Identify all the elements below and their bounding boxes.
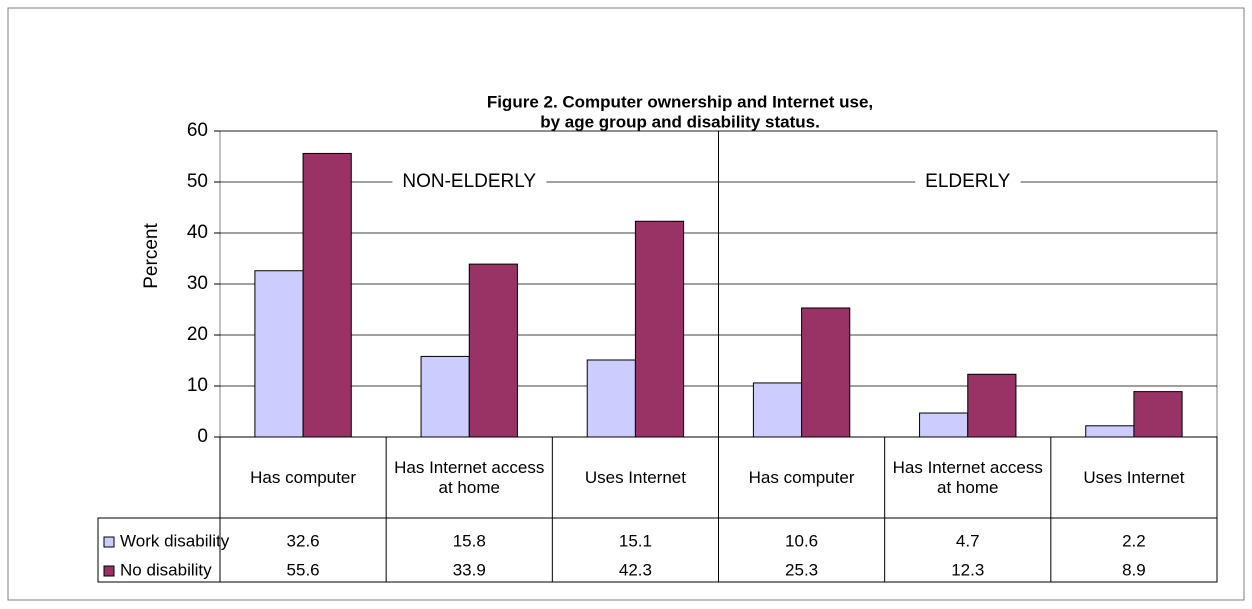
y-tick-label: 50 — [187, 171, 208, 192]
table-value: 15.1 — [619, 531, 652, 550]
table-value: 15.8 — [453, 531, 486, 550]
bar — [468, 263, 518, 438]
group-label: ELDERLY — [925, 171, 1011, 192]
x-tick-label: Uses Internet — [584, 467, 686, 487]
table-value: 12.3 — [951, 560, 984, 579]
y-tick-label: 30 — [187, 273, 208, 294]
bar — [420, 355, 470, 438]
category-cell: Has computer — [748, 467, 855, 487]
category-cell: Uses Internet — [584, 467, 686, 487]
table-value: 2.2 — [1122, 531, 1146, 550]
legend-label: No disability — [120, 560, 212, 579]
y-tick-label: 10 — [187, 375, 208, 396]
x-tick-label: Uses Internet — [1083, 467, 1185, 487]
legend-swatch — [103, 565, 115, 577]
table-value: 32.6 — [287, 531, 320, 550]
x-tick-label: Has computer — [250, 467, 356, 487]
x-tick-label: Has computer — [748, 467, 855, 487]
group-label-bg — [915, 170, 1021, 194]
table-value: 8.9 — [1122, 560, 1146, 579]
bar — [1133, 391, 1183, 438]
y-tick-label: 60 — [187, 120, 208, 141]
bar — [1085, 425, 1135, 438]
bar — [801, 307, 851, 438]
legend-cell — [97, 517, 221, 583]
y-axis-label: Percent — [141, 223, 162, 289]
chart-title: by age group and disability status. — [540, 112, 820, 131]
table-value: 33.9 — [453, 560, 486, 579]
bar — [254, 270, 304, 438]
bar — [752, 382, 803, 438]
category-cell: Uses Internet — [1083, 467, 1185, 487]
y-tick-label: 20 — [187, 324, 208, 345]
table-value: 10.6 — [785, 531, 818, 550]
bar — [302, 152, 352, 438]
x-tick-label: Has Internet access at home — [892, 457, 1043, 497]
table-value: 42.3 — [619, 560, 652, 579]
bar — [967, 373, 1017, 438]
y-tick-label: 40 — [187, 222, 208, 243]
bar — [919, 412, 969, 438]
legend-label: Work disability — [120, 531, 230, 550]
group-label-bg — [392, 170, 547, 194]
y-tick-label: 0 — [197, 426, 208, 447]
legend-swatch — [103, 536, 115, 548]
table-value: 55.6 — [287, 560, 320, 579]
category-cell: Has Internet access at home — [394, 457, 545, 497]
chart-title: Figure 2. Computer ownership and Interne… — [487, 92, 873, 111]
bar — [634, 220, 685, 438]
category-cell: Has Internet access at home — [892, 457, 1043, 497]
table-value: 25.3 — [785, 560, 818, 579]
x-tick-label: Has Internet access at home — [394, 457, 545, 497]
table-value: 4.7 — [956, 531, 980, 550]
group-label: NON-ELDERLY — [402, 171, 536, 192]
bar — [586, 359, 636, 438]
category-cell: Has computer — [250, 467, 356, 487]
